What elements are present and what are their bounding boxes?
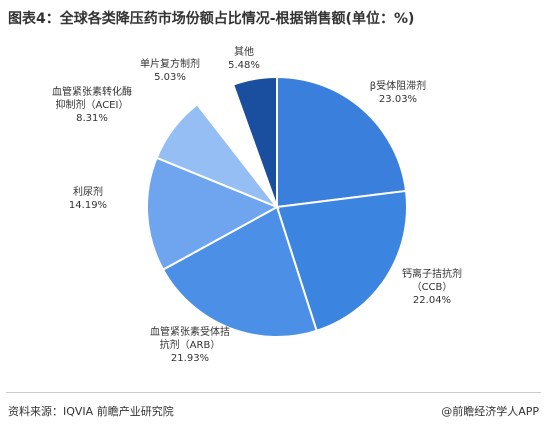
slice-label: 单片复方制剂: [140, 59, 200, 70]
value-label: 23.03%: [378, 94, 418, 105]
slice-label: 其他: [234, 47, 254, 58]
value-label: 22.04%: [412, 295, 452, 306]
value-label: 21.93%: [170, 353, 210, 364]
pie-slice: [275, 189, 408, 333]
source: 资料来源：IQVIA 前瞻产业研究院: [8, 405, 174, 418]
slice-label: 血管紧张素受体拮 抗剂（ARB）: [150, 327, 230, 351]
value-label: 5.48%: [228, 60, 260, 71]
credit: @前瞻经济学人APP: [441, 405, 539, 418]
pie-slice: [146, 156, 280, 272]
divider: [6, 392, 541, 393]
slice-label: 血管紧张素转化酶 抑制剂（ACEI）: [52, 87, 132, 111]
pie-slice: [161, 205, 318, 338]
pie-slice: [231, 75, 278, 208]
slice-label: 利尿剂: [73, 187, 103, 198]
value-label: 14.19%: [68, 200, 108, 211]
value-label: 5.03%: [154, 72, 186, 83]
chart-title: 图表4：全球各类降压药市场份额占比情况-根据销售额(单位：%): [8, 11, 415, 27]
slice-label: β受体阻滞剂: [369, 81, 427, 92]
pie-slice: [276, 75, 408, 209]
value-label: 8.31%: [76, 113, 108, 124]
slice-label: 钙离子拮抗剂 （CCB）: [402, 269, 462, 293]
